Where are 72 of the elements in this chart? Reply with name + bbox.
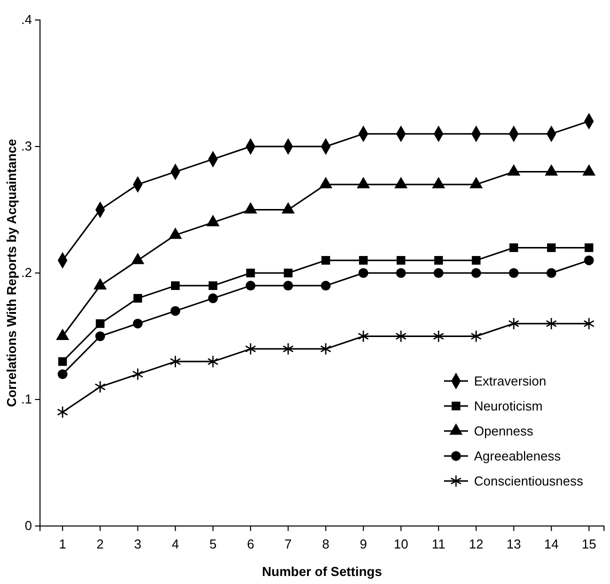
point — [282, 342, 294, 356]
point — [584, 255, 594, 266]
point — [246, 280, 256, 291]
point — [358, 330, 369, 343]
x-tick-label: 13 — [506, 536, 521, 552]
point — [171, 281, 180, 290]
point — [208, 293, 218, 304]
x-tick-label: 10 — [394, 536, 408, 552]
point — [58, 369, 68, 380]
point — [434, 268, 444, 278]
x-tick-label: 5 — [209, 536, 217, 552]
y-tick-label: .3 — [21, 138, 32, 154]
legend-label: Neuroticism — [474, 398, 543, 414]
point — [283, 280, 294, 291]
x-tick-label: 14 — [544, 536, 559, 552]
y-tick-label: .2 — [21, 265, 32, 280]
point — [132, 318, 143, 328]
x-tick-label: 6 — [246, 536, 254, 552]
x-tick-label: 7 — [284, 536, 292, 552]
x-tick-label: 12 — [468, 536, 484, 552]
point — [508, 268, 519, 278]
point — [358, 268, 368, 278]
point — [95, 331, 106, 342]
point — [320, 280, 331, 291]
point — [94, 380, 106, 394]
point — [472, 256, 480, 265]
point — [320, 342, 332, 356]
point — [208, 281, 218, 290]
x-tick-label: 11 — [432, 536, 446, 552]
x-tick-label: 2 — [96, 536, 104, 552]
x-tick-label: 1 — [58, 536, 66, 552]
point — [509, 243, 518, 252]
x-tick-label: 15 — [582, 536, 596, 552]
legend-label: Conscientiousness — [474, 474, 584, 488]
point — [508, 317, 520, 330]
point — [434, 256, 443, 265]
point — [433, 330, 444, 343]
point — [57, 406, 68, 418]
y-axis-title: Correlations With Reports by Acquaintance — [4, 138, 19, 408]
point — [546, 268, 556, 278]
point — [321, 256, 330, 265]
point — [546, 317, 557, 330]
point — [395, 330, 407, 343]
point — [58, 357, 67, 366]
legend-label: Extraversion — [474, 374, 546, 388]
point — [396, 268, 406, 278]
point — [583, 317, 595, 330]
point — [133, 294, 142, 303]
point — [246, 268, 255, 278]
point — [170, 355, 181, 368]
point — [396, 256, 406, 265]
y-tick-label: 0 — [24, 518, 32, 534]
point — [284, 268, 292, 278]
legend-label: Openness — [474, 424, 534, 438]
x-tick-label: 8 — [322, 536, 330, 552]
point — [170, 306, 180, 316]
point — [359, 256, 368, 265]
x-tick-label: 4 — [172, 536, 179, 552]
point — [96, 319, 104, 328]
point — [471, 268, 482, 278]
point — [584, 243, 594, 252]
legend-label: Agreeableness — [474, 448, 562, 464]
point — [207, 355, 219, 368]
y-tick-label: .4 — [21, 12, 32, 28]
point — [470, 330, 482, 343]
x-axis-title: Number of Settings — [262, 564, 382, 579]
point — [547, 243, 556, 252]
y-tick-label: .1 — [21, 392, 32, 407]
x-tick-label: 3 — [134, 536, 142, 552]
point — [132, 368, 144, 381]
point — [245, 342, 256, 356]
x-tick-label: 9 — [360, 536, 367, 552]
